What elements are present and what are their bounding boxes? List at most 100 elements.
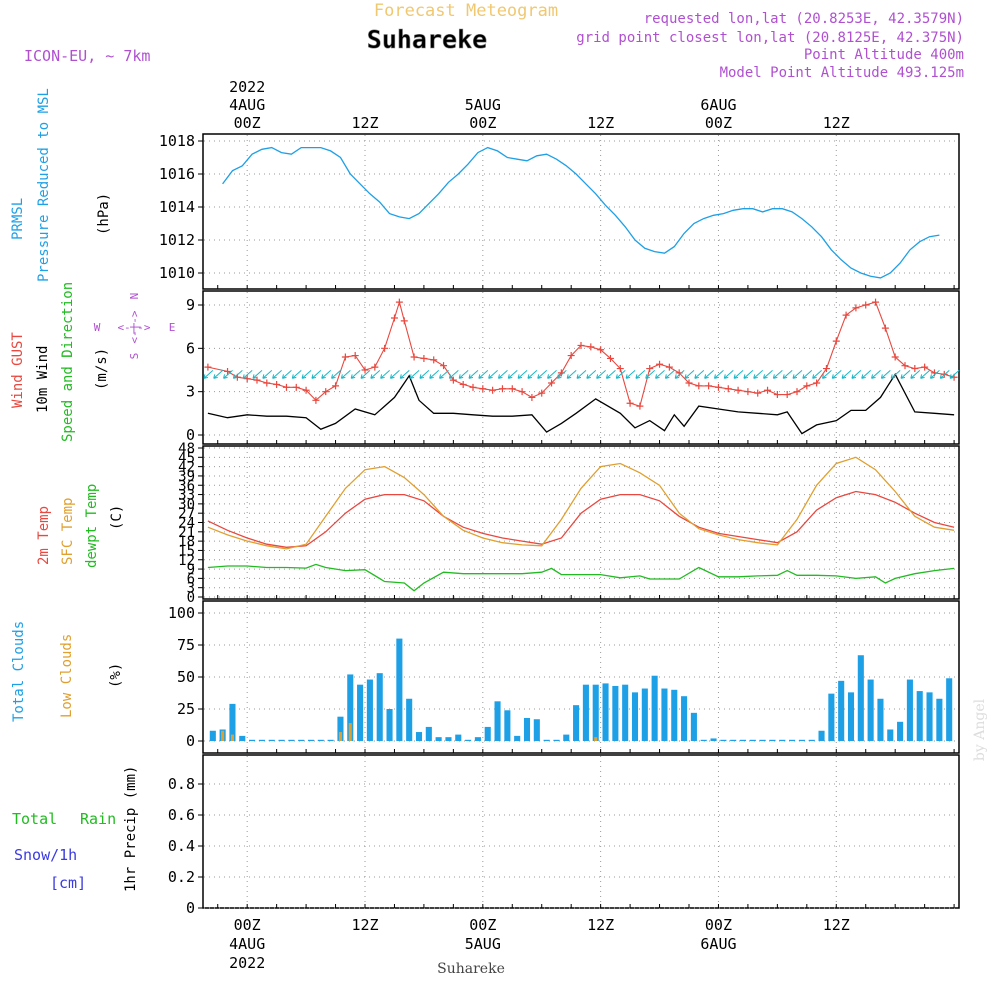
total-clouds-bar (425, 726, 432, 741)
compass-arrows-v: <-|-> (128, 310, 141, 343)
gust-marker (685, 379, 693, 387)
model-name: ICON-EU, ~ 7km (24, 47, 150, 65)
total-clouds-bar (906, 679, 913, 741)
total-clouds-bar (268, 739, 275, 741)
total-clouds-bar (357, 684, 364, 741)
ytick-label-precip: 0.8 (168, 775, 195, 793)
temp-labels: 2m Temp SFC Temp dewpt Temp (C) (36, 484, 125, 568)
gust-marker (567, 352, 575, 360)
top-time-label: 2022 (229, 78, 265, 96)
wind-direction-arrow (792, 369, 803, 379)
bottom-time-label: 00Z (234, 916, 261, 934)
gust-marker (420, 354, 428, 362)
total-clouds-bar (386, 709, 393, 741)
total-clouds-bar (818, 730, 825, 741)
gust-marker (322, 388, 330, 396)
gust-marker (498, 385, 506, 393)
gust-marker (783, 391, 791, 399)
precip-labels: Total Rain Snow/1h [cm] 1hr Precip (mm) (12, 766, 139, 892)
gust-marker (479, 385, 487, 393)
wind-direction-arrow (674, 369, 685, 379)
gust-marker (665, 363, 673, 371)
wind-direction-arrow (497, 369, 508, 379)
gust-marker (587, 343, 595, 351)
wind-direction-arrow (429, 369, 440, 379)
gust-marker (695, 382, 703, 390)
gust-marker (282, 383, 290, 391)
gust-marker (822, 365, 830, 373)
ytick-label-temp: 9 (187, 562, 195, 578)
total-clouds-bar (749, 739, 756, 741)
ytick-label-temp: 6 (187, 571, 195, 587)
total-clouds-bar (415, 732, 423, 741)
wind-direction-arrow (478, 369, 489, 379)
total-clouds-bar (239, 735, 246, 741)
total-clouds-bar (465, 739, 472, 741)
temp-sfc-label: SFC Temp (60, 498, 76, 565)
gust-marker (371, 363, 379, 371)
wind-direction-arrow (929, 369, 940, 379)
total-clouds-bar (759, 739, 766, 741)
ytick-label-wind: 9 (186, 296, 195, 314)
wind-direction-arrow (340, 369, 351, 379)
wind-direction-arrow (468, 369, 479, 379)
wind-direction-arrow (694, 369, 705, 379)
total-clouds-bar (258, 739, 265, 741)
gust-marker (852, 304, 860, 312)
total-clouds-bar (779, 739, 786, 741)
total-clouds-bar (209, 730, 216, 741)
ytick-label-pressure: 1012 (159, 231, 195, 249)
compass-s: S (128, 353, 141, 360)
total-clouds-bar (435, 737, 442, 741)
gust-marker (292, 383, 300, 391)
total-clouds-bar (690, 712, 697, 741)
wind-direction-arrow (586, 369, 597, 379)
wind-direction-arrow (733, 369, 744, 379)
low-clouds-bar (594, 737, 598, 741)
low-clouds-bar (221, 730, 225, 741)
gust-marker (341, 353, 349, 361)
total-clouds-bar (445, 737, 452, 741)
wind-direction-arrow (311, 369, 322, 379)
total-clouds-bar (533, 719, 540, 741)
top-time-label: 00Z (469, 114, 496, 132)
ytick-label-clouds: 100 (168, 604, 195, 622)
ytick-label-clouds: 75 (177, 636, 195, 654)
bottom-time-label: 00Z (705, 916, 732, 934)
ytick-label-temp: 27 (178, 506, 195, 522)
ytick-label-precip: 0 (186, 899, 195, 917)
gust-marker (872, 298, 880, 306)
wind-labels: Wind GUST 10m Wind Speed and Direction (… (10, 282, 175, 442)
wind-direction-arrow (949, 369, 960, 379)
total-clouds-bar (671, 689, 678, 741)
location-title: Suhareke (367, 25, 487, 54)
gust-marker (518, 388, 526, 396)
compass-arrows-h: <-|-> (117, 321, 150, 334)
wind-direction-arrow (331, 369, 341, 379)
wind-direction-arrow (890, 369, 901, 379)
wind-direction-arrow (684, 369, 695, 379)
temp-dewpt-line (207, 563, 955, 592)
total-clouds-bar (288, 739, 295, 741)
total-clouds-bar (946, 678, 953, 741)
ytick-label-temp: 0 (187, 590, 195, 606)
gust-marker (489, 386, 497, 394)
wind-dir-label: Speed and Direction (60, 282, 76, 442)
ytick-label-pressure: 1018 (159, 132, 195, 150)
bottom-time-label: 12Z (587, 916, 614, 934)
gust-marker (312, 396, 320, 404)
total-clouds-bar (249, 739, 256, 741)
total-clouds-bar (396, 638, 403, 741)
precip-unit: 1hr Precip (mm) (123, 766, 139, 892)
ytick-label-temp: 39 (178, 469, 195, 485)
total-clouds-bar (406, 698, 413, 741)
ytick-label-temp: 18 (178, 534, 195, 550)
prmsl-label: PRMSL (10, 198, 26, 240)
panel-frame-pressure (202, 133, 960, 290)
wind-direction-arrow (664, 369, 675, 379)
ytick-label-temp: 3 (187, 581, 195, 597)
gust-marker (881, 324, 889, 332)
wind-direction-arrow (743, 369, 754, 379)
